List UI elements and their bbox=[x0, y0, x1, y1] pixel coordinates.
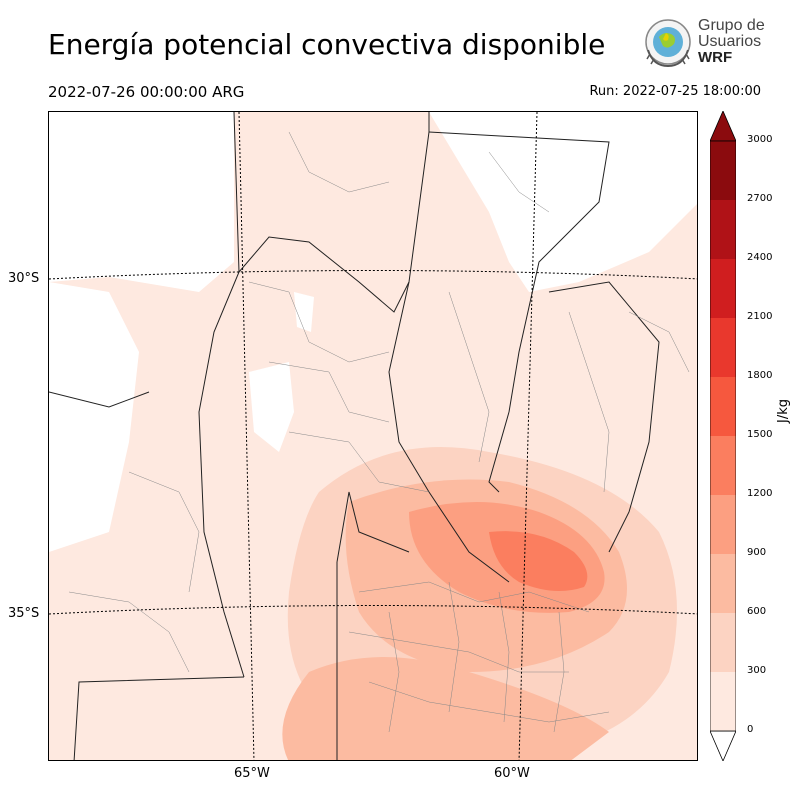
colorbar-segment bbox=[710, 200, 736, 259]
colorbar-extend-min bbox=[710, 730, 736, 761]
colorbar-segment bbox=[710, 495, 736, 554]
colorbar bbox=[710, 111, 736, 761]
colorbar-tick-label: 2100 bbox=[747, 311, 773, 322]
cape-600-south bbox=[282, 657, 609, 760]
colorbar-tick-label: 2700 bbox=[747, 193, 773, 204]
logo-line-1: Grupo de bbox=[698, 17, 765, 34]
cape-1200-core bbox=[489, 531, 588, 591]
globe-emblem-icon bbox=[645, 19, 691, 68]
colorbar-segment bbox=[710, 554, 736, 613]
colorbar-extend-max bbox=[710, 111, 736, 142]
cape-map bbox=[48, 111, 698, 761]
colorbar-segment bbox=[710, 613, 736, 672]
cape-zero-northeast bbox=[429, 112, 697, 292]
colorbar-unit: J/kg bbox=[776, 399, 791, 423]
colorbar-segment bbox=[710, 141, 736, 200]
cape-zero-west bbox=[49, 282, 139, 552]
lon-label-60w: 60°W bbox=[494, 766, 530, 781]
colorbar-tick-label: 2400 bbox=[747, 252, 773, 263]
colorbar-tick-label: 1800 bbox=[747, 370, 773, 381]
run-time: Run: 2022-07-25 18:00:00 bbox=[589, 84, 761, 99]
lat-label-35s: 35°S bbox=[8, 606, 40, 621]
colorbar-tick-label: 600 bbox=[747, 606, 767, 617]
graticule bbox=[49, 112, 697, 760]
logo-line-2: Usuarios bbox=[698, 33, 762, 50]
cape-zero-center bbox=[249, 362, 294, 452]
map-canvas bbox=[49, 112, 697, 760]
grupo-wrf-logo: Grupo de Usuarios WRF bbox=[638, 14, 768, 76]
colorbar-frame bbox=[710, 140, 736, 732]
colorbar-segment bbox=[710, 436, 736, 495]
colorbar-tick-label: 900 bbox=[747, 547, 767, 558]
map-title: Energía potencial convectiva disponible bbox=[48, 28, 606, 61]
lat-label-30s: 30°S bbox=[8, 271, 40, 286]
colorbar-tick-label: 300 bbox=[747, 665, 767, 676]
logo-line-3: WRF bbox=[698, 49, 733, 66]
colorbar-tick-label: 1500 bbox=[747, 429, 773, 440]
colorbar-segment bbox=[710, 259, 736, 318]
colorbar-segment bbox=[710, 672, 736, 731]
department-borders bbox=[68, 131, 690, 733]
colorbar-tick-label: 1200 bbox=[747, 488, 773, 499]
colorbar-segment bbox=[710, 377, 736, 436]
colorbar-tick-label: 3000 bbox=[747, 134, 773, 145]
colorbar-tick-label: 0 bbox=[747, 724, 754, 735]
province-borders bbox=[49, 112, 660, 760]
lon-label-65w: 65°W bbox=[234, 766, 270, 781]
colorbar-segment bbox=[710, 318, 736, 377]
valid-time: 2022-07-26 00:00:00 ARG bbox=[48, 83, 245, 101]
cape-zero-patch bbox=[294, 292, 314, 332]
cape-zero-northwest bbox=[49, 112, 234, 292]
